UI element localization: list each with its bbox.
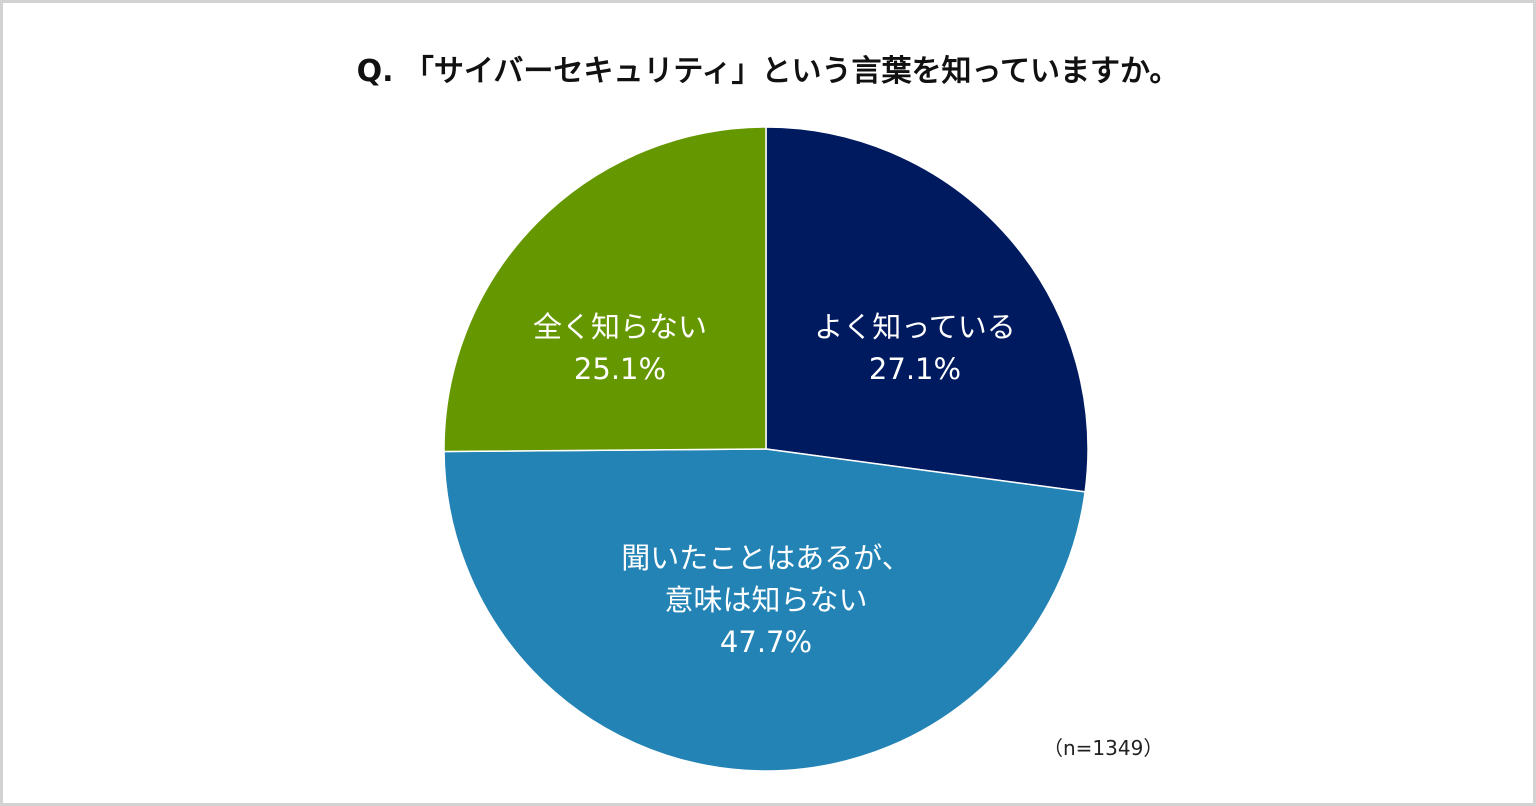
pie-slice-0 (765, 126, 1089, 493)
chart-title: Q. 「サイバーセキュリティ」という言葉を知っていますか。 (356, 54, 1180, 89)
slice-value-label: 27.1% (868, 352, 962, 386)
slice-label-0: よく知っている 27.1% (814, 306, 1016, 390)
slice-label-text: 聞いたことはあるが、 意味は知らない (621, 541, 911, 617)
pie-slice-2 (443, 126, 767, 453)
sample-size-note: （n=1349） (1043, 736, 1164, 760)
slice-value-label: 47.7% (719, 625, 813, 659)
slice-label-1: 聞いたことはあるが、 意味は知らない 47.7% (621, 537, 910, 663)
pie-slice-1 (443, 448, 1086, 772)
slice-value-label: 25.1% (573, 352, 667, 386)
slice-label-2: 全く知らない 25.1% (533, 306, 707, 390)
slice-label-text: 全く知らない (532, 310, 708, 344)
slice-label-text: よく知っている (814, 310, 1016, 344)
